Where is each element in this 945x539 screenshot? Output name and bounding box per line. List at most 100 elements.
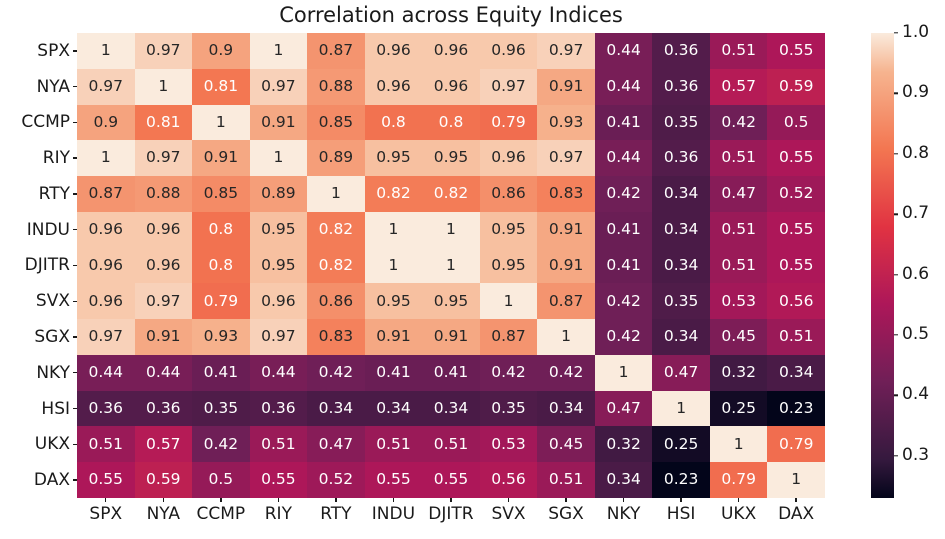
heatmap-cell: 0.56 bbox=[767, 283, 825, 320]
heatmap-cell: 0.36 bbox=[77, 390, 135, 427]
colorbar-tick-mark bbox=[894, 92, 898, 95]
x-tick: SPX bbox=[77, 498, 135, 530]
y-tick-mark bbox=[73, 157, 77, 159]
heatmap-cell: 0.79 bbox=[767, 426, 825, 463]
heatmap-cell: 0.95 bbox=[364, 283, 423, 320]
heatmap-cell: 0.34 bbox=[364, 390, 423, 427]
x-tick: RTY bbox=[307, 498, 365, 530]
x-tick: INDU bbox=[365, 498, 423, 530]
heatmap-cell: 0.44 bbox=[77, 354, 135, 391]
heatmap-cell: 0.41 bbox=[192, 354, 250, 391]
heatmap-cell: 0.96 bbox=[479, 33, 538, 69]
y-tick-label: DAX bbox=[33, 470, 70, 491]
heatmap-cell: 0.42 bbox=[192, 426, 250, 463]
heatmap-cell: 0.96 bbox=[77, 247, 135, 284]
colorbar: 1.0 0.9 0.8 0.7 0.6 0.5 0.4 0.3 bbox=[871, 22, 929, 498]
colorbar-tick-label: 1.0 bbox=[902, 22, 930, 43]
heatmap-cell: 1 bbox=[767, 462, 825, 498]
heatmap-cell: 0.93 bbox=[192, 319, 250, 355]
heatmap-cell: 0.79 bbox=[479, 104, 538, 141]
heatmap-cell: 0.42 bbox=[307, 354, 365, 391]
y-tick-mark bbox=[73, 479, 77, 481]
x-tick-mark bbox=[622, 498, 625, 502]
heatmap-cell: 0.53 bbox=[479, 426, 538, 463]
heatmap-cell: 0.9 bbox=[192, 33, 250, 69]
x-tick-label: NKY bbox=[606, 504, 641, 524]
heatmap-cell: 0.23 bbox=[652, 462, 710, 498]
x-tick: CCMP bbox=[192, 498, 250, 530]
y-tick: NYA bbox=[0, 69, 77, 105]
heatmap-cell: 0.41 bbox=[594, 104, 653, 141]
heatmap-cell: 0.45 bbox=[537, 426, 595, 463]
y-tick-mark bbox=[73, 300, 77, 302]
heatmap-cell: 0.91 bbox=[537, 247, 595, 284]
heatmap-cell: 1 bbox=[192, 104, 250, 141]
y-tick: HSI bbox=[0, 391, 77, 427]
heatmap-cell: 0.91 bbox=[134, 319, 193, 355]
x-tick-label: DAX bbox=[778, 504, 815, 524]
y-tick: INDU bbox=[0, 212, 77, 248]
heatmap-cell: 0.96 bbox=[77, 283, 135, 320]
heatmap-cell: 0.42 bbox=[479, 354, 538, 391]
heatmap-cell: 0.34 bbox=[594, 462, 653, 498]
y-tick-label: RTY bbox=[38, 183, 70, 204]
y-tick-label: SVX bbox=[35, 291, 70, 312]
heatmap-cell: 0.57 bbox=[709, 68, 768, 105]
heatmap-cell: 0.47 bbox=[652, 354, 710, 391]
y-tick-label: INDU bbox=[26, 219, 70, 240]
heatmap-cell: 0.32 bbox=[709, 354, 768, 391]
colorbar-tick-label: 0.3 bbox=[902, 444, 930, 465]
heatmap-cell: 0.5 bbox=[767, 104, 825, 141]
heatmap-cell: 1 bbox=[364, 211, 423, 248]
heatmap-cell: 0.97 bbox=[134, 33, 193, 69]
colorbar-tick-label: 0.5 bbox=[902, 324, 930, 345]
y-tick-label: SPX bbox=[37, 40, 70, 61]
y-tick-mark bbox=[73, 50, 77, 52]
y-tick-label: HSI bbox=[41, 398, 70, 419]
heatmap-cell: 0.51 bbox=[709, 247, 768, 284]
colorbar-tick-mark bbox=[894, 32, 898, 34]
heatmap-cell: 0.96 bbox=[479, 140, 538, 177]
heatmap-cell: 1 bbox=[249, 140, 308, 177]
x-tick: SVX bbox=[480, 498, 538, 530]
heatmap-cell: 0.34 bbox=[767, 354, 825, 391]
x-tick: NYA bbox=[135, 498, 193, 530]
heatmap-cell: 0.95 bbox=[479, 247, 538, 284]
heatmap-cell: 0.23 bbox=[767, 390, 825, 427]
heatmap-cell: 0.87 bbox=[537, 283, 595, 320]
heatmap-cell: 0.91 bbox=[537, 211, 595, 248]
y-tick: DJITR bbox=[0, 248, 77, 284]
x-tick-mark bbox=[680, 498, 682, 502]
heatmap-cell: 0.95 bbox=[479, 211, 538, 248]
heatmap-cell: 0.87 bbox=[479, 319, 538, 355]
heatmap-cell: 0.81 bbox=[134, 104, 193, 141]
heatmap-cell: 0.87 bbox=[77, 176, 135, 212]
heatmap-cell: 0.51 bbox=[249, 426, 308, 463]
x-tick-label: HSI bbox=[666, 504, 696, 524]
heatmap-cell: 0.91 bbox=[192, 140, 250, 177]
x-tick-mark bbox=[392, 498, 395, 502]
heatmap-cell: 0.36 bbox=[652, 68, 710, 105]
heatmap-cell: 0.96 bbox=[364, 33, 423, 69]
heatmap-cell: 0.91 bbox=[364, 319, 423, 355]
heatmap-cell: 0.57 bbox=[134, 426, 193, 463]
heatmap-cell: 0.44 bbox=[249, 354, 308, 391]
heatmap-cell: 0.8 bbox=[192, 247, 250, 284]
heatmap-cell: 0.97 bbox=[134, 140, 193, 177]
heatmap-cell: 0.97 bbox=[249, 68, 308, 105]
heatmap-cell: 0.44 bbox=[594, 140, 653, 177]
heatmap-cell: 0.96 bbox=[249, 283, 308, 320]
heatmap-cell: 0.55 bbox=[249, 462, 308, 498]
heatmap-cell: 0.51 bbox=[709, 33, 768, 69]
heatmap-cell: 0.52 bbox=[767, 176, 825, 212]
heatmap-cell: 0.95 bbox=[422, 283, 480, 320]
heatmap-cell: 0.51 bbox=[709, 211, 768, 248]
x-tick-label: SVX bbox=[491, 504, 526, 524]
heatmap-cell: 0.82 bbox=[422, 176, 480, 212]
heatmap-cell: 0.41 bbox=[594, 211, 653, 248]
heatmap-cell: 0.55 bbox=[767, 140, 825, 177]
heatmap-cell: 0.82 bbox=[364, 176, 423, 212]
heatmap-cell: 1 bbox=[307, 176, 365, 212]
x-tick-mark bbox=[565, 498, 567, 502]
